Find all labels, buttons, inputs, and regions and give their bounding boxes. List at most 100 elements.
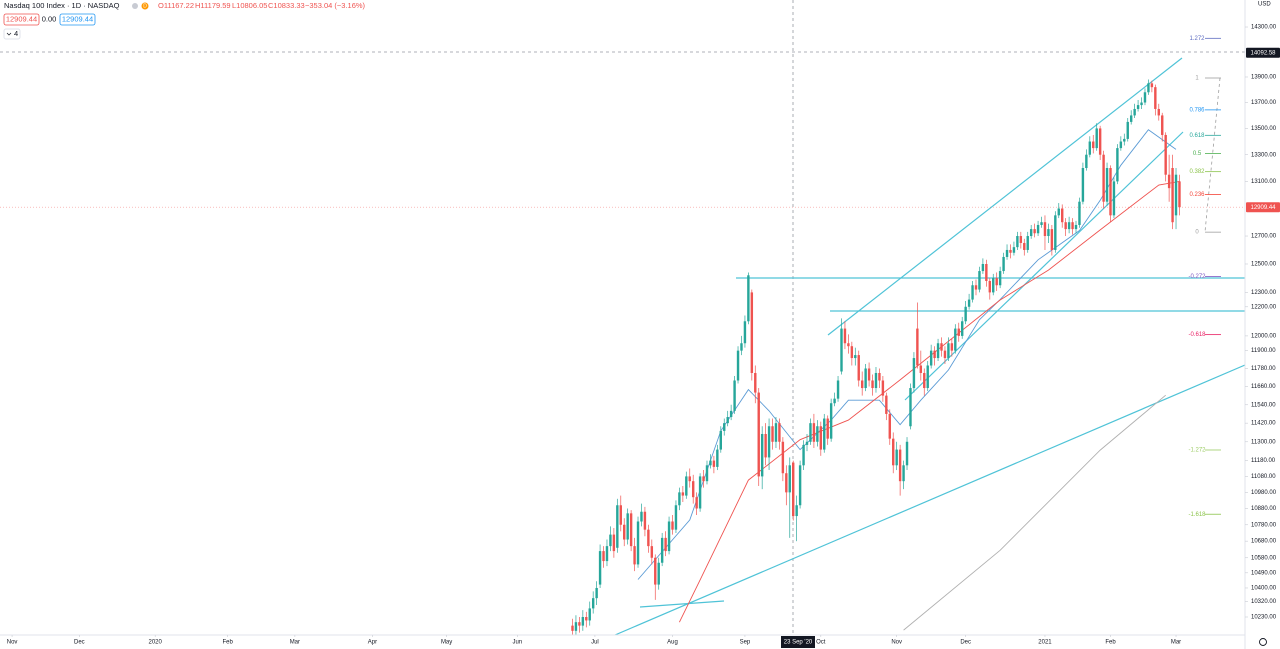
- ohlc-low: L10806.05: [232, 1, 267, 10]
- interval-badge: D: [143, 3, 147, 9]
- candle-body: [995, 278, 998, 286]
- candle-body: [1054, 215, 1057, 250]
- candle-body: [840, 328, 843, 372]
- candle-body: [816, 426, 819, 442]
- y-tick-label: 10490.00: [1251, 570, 1277, 576]
- last-price-bg: [1246, 202, 1280, 213]
- candle-body: [1002, 256, 1005, 272]
- sell-box[interactable]: [3, 13, 40, 26]
- candle-body: [619, 505, 622, 525]
- candle-body: [674, 505, 678, 530]
- candle-body: [1126, 121, 1129, 139]
- candle-body: [1112, 181, 1116, 216]
- candle-body: [988, 280, 991, 293]
- candle-body: [947, 343, 950, 359]
- candle-body: [736, 350, 740, 381]
- candle-body: [850, 346, 854, 359]
- candle-body: [957, 328, 960, 336]
- candle-body: [581, 617, 585, 626]
- x-tick-label: Feb: [222, 640, 233, 646]
- y-tick-label: 13100.00: [1251, 179, 1277, 185]
- crosshair-date-bg: [781, 636, 815, 648]
- candle-body: [843, 328, 847, 344]
- moving-average: [903, 394, 1166, 631]
- candle-body: [743, 321, 747, 344]
- candle-body: [1085, 154, 1088, 169]
- candle-body: [919, 365, 923, 373]
- candle-body: [612, 534, 616, 552]
- candle-body: [774, 423, 778, 442]
- candle-body: [1164, 134, 1167, 175]
- candle-body: [785, 473, 788, 493]
- buy-box[interactable]: [59, 13, 96, 26]
- indicators-count[interactable]: 4: [14, 29, 18, 38]
- buy-price[interactable]: 12909.44: [62, 14, 93, 23]
- candle-body: [954, 328, 957, 351]
- candle-body: [1123, 138, 1126, 142]
- candle-body: [1088, 141, 1092, 155]
- candle-body: [1140, 102, 1143, 106]
- x-tick-label: Apr: [368, 640, 377, 646]
- fib-label: 1: [1195, 76, 1199, 82]
- candle-body: [936, 343, 940, 359]
- plot-area: [0, 0, 1245, 635]
- y-tick-label: 12300.00: [1251, 290, 1277, 296]
- candle-body: [1174, 174, 1178, 216]
- candle-body: [781, 441, 785, 474]
- candle-body: [819, 426, 823, 450]
- y-tick-label: 13900.00: [1251, 75, 1277, 81]
- candle-body: [1016, 236, 1019, 248]
- sell-price[interactable]: 12909.44: [6, 14, 37, 23]
- candle-body: [1157, 108, 1160, 116]
- candle-body: [716, 449, 719, 467]
- candle-body: [626, 513, 629, 540]
- candle-body: [902, 465, 905, 482]
- candle-body: [940, 343, 943, 351]
- y-tick-label: 14300.00: [1251, 25, 1277, 31]
- candle-body: [1133, 108, 1136, 116]
- candle-body: [764, 433, 767, 458]
- interval-icon: [141, 2, 149, 10]
- candle-body: [629, 513, 633, 547]
- x-tick-label: Mar: [290, 640, 300, 646]
- candle-body: [985, 263, 988, 281]
- candle-body: [798, 465, 802, 506]
- candle-body: [1036, 224, 1040, 234]
- candle-body: [1105, 168, 1109, 202]
- y-tick-label: 11540.00: [1251, 402, 1276, 408]
- candle-body: [747, 275, 750, 322]
- settings-icon[interactable]: [1259, 638, 1267, 646]
- y-tick-label: 10880.00: [1251, 506, 1277, 512]
- currency: USD: [1258, 2, 1271, 8]
- time-axis: [0, 635, 1245, 649]
- y-tick-label: 11420.00: [1251, 421, 1276, 427]
- candle-body: [923, 372, 926, 389]
- candle-body: [905, 441, 909, 466]
- x-tick-label: Dec: [960, 640, 971, 646]
- candle-body: [1033, 229, 1036, 234]
- candle-body: [1029, 229, 1033, 237]
- candle-body: [805, 441, 809, 445]
- indicators-toggle[interactable]: [3, 28, 21, 40]
- candle-body: [1161, 115, 1164, 135]
- x-tick-label: Dec: [74, 640, 85, 646]
- candle-body: [1043, 222, 1047, 237]
- short-line: [639, 600, 725, 608]
- candle-body: [1061, 208, 1064, 223]
- candle-body: [695, 497, 698, 509]
- candle-body: [691, 481, 695, 498]
- candle-body: [909, 388, 912, 427]
- y-tick-label: 10230.00: [1251, 615, 1277, 621]
- candle-body: [1064, 222, 1067, 230]
- candle-body: [1050, 229, 1054, 250]
- candle-body: [878, 372, 881, 381]
- candle-body: [688, 476, 691, 482]
- candle-body: [712, 460, 716, 467]
- candle-body: [681, 492, 685, 496]
- candle-body: [1005, 249, 1009, 257]
- candle-body: [754, 372, 757, 393]
- candle-body: [1109, 168, 1112, 216]
- candle-body: [812, 423, 816, 442]
- candle-body: [650, 546, 654, 558]
